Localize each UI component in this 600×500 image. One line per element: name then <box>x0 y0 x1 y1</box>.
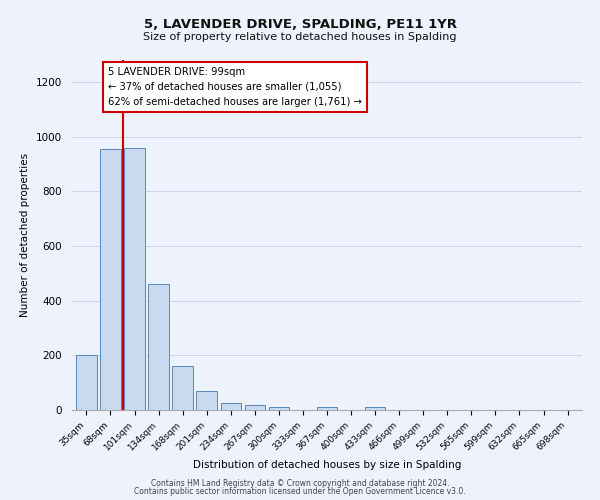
Bar <box>317 408 337 410</box>
Text: Size of property relative to detached houses in Spalding: Size of property relative to detached ho… <box>143 32 457 42</box>
Text: 5, LAVENDER DRIVE, SPALDING, PE11 1YR: 5, LAVENDER DRIVE, SPALDING, PE11 1YR <box>143 18 457 30</box>
Bar <box>196 391 217 410</box>
Bar <box>365 408 385 410</box>
Bar <box>172 366 193 410</box>
Bar <box>148 284 169 410</box>
Bar <box>124 148 145 410</box>
Bar <box>76 356 97 410</box>
Text: 5 LAVENDER DRIVE: 99sqm
← 37% of detached houses are smaller (1,055)
62% of semi: 5 LAVENDER DRIVE: 99sqm ← 37% of detache… <box>108 67 362 106</box>
Bar <box>221 403 241 410</box>
Bar <box>100 149 121 410</box>
Text: Contains public sector information licensed under the Open Government Licence v3: Contains public sector information licen… <box>134 487 466 496</box>
Bar <box>245 404 265 410</box>
Bar <box>269 408 289 410</box>
X-axis label: Distribution of detached houses by size in Spalding: Distribution of detached houses by size … <box>193 460 461 470</box>
Y-axis label: Number of detached properties: Number of detached properties <box>20 153 31 317</box>
Text: Contains HM Land Registry data © Crown copyright and database right 2024.: Contains HM Land Registry data © Crown c… <box>151 478 449 488</box>
